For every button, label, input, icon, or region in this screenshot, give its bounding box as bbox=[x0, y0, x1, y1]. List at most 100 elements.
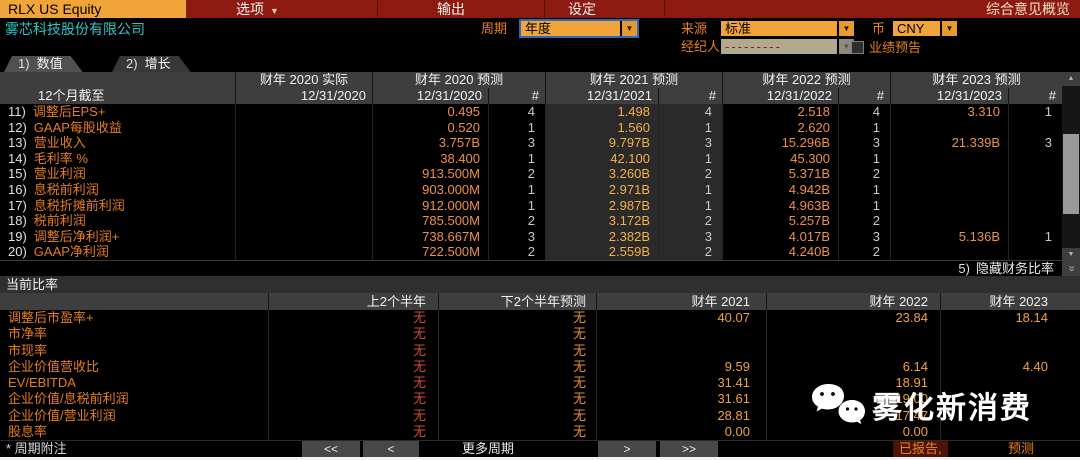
cell-fy2022-est: 4.942B bbox=[722, 181, 838, 198]
cell-fy2021-count: 3 bbox=[658, 228, 722, 245]
more-periods-button[interactable]: 更多周期 bbox=[462, 441, 515, 456]
cell-fy2021 bbox=[596, 326, 766, 343]
current-ratios-title: 当前比率 bbox=[0, 276, 1080, 293]
table-row: 18) 税前利润 785.500M 2 3.172B 2 5.257B 2 bbox=[0, 213, 1062, 229]
prev-page-button[interactable]: < bbox=[363, 441, 419, 457]
last-page-button[interactable]: >> bbox=[660, 441, 718, 457]
cell-fy2020-count: 4 bbox=[488, 104, 545, 120]
cell-fy2022 bbox=[766, 326, 940, 343]
row-metric-name: GAAP净利润 bbox=[33, 244, 109, 260]
menu-composite-overview[interactable]: 综合意见概览 bbox=[986, 1, 1070, 17]
watermark-text: 雾化新消费 bbox=[872, 392, 1032, 425]
next-page-button[interactable]: > bbox=[598, 441, 656, 457]
estimates-table: 11) 调整后EPS+ 0.495 4 1.498 4 2.518 4 3.310… bbox=[0, 104, 1062, 260]
table-row: 15) 营业利润 913.500M 2 3.260B 2 5.371B 2 bbox=[0, 166, 1062, 182]
cell-fy2021-est: 1.498 bbox=[545, 104, 658, 120]
cell-next-halves: 无 bbox=[438, 310, 596, 327]
wechat-icon bbox=[812, 384, 865, 425]
cell-fy2023-count: 1 bbox=[1008, 104, 1062, 120]
cell-fy2021-est: 1.560 bbox=[545, 119, 658, 136]
hidden-ratios-label: 隐藏财务比率 bbox=[975, 261, 1054, 276]
cell-fy2023 bbox=[940, 391, 1080, 408]
row-metric-name: 营业收入 bbox=[33, 135, 86, 151]
cell-fy2022: 0.00 bbox=[766, 423, 940, 440]
row-metric-name: 息税前利润 bbox=[33, 181, 99, 197]
row-number: 11) bbox=[8, 104, 26, 119]
header-cell-blank bbox=[0, 72, 235, 88]
cell-prev-halves: 无 bbox=[268, 326, 438, 343]
broker-dropdown[interactable]: --------- ▼ bbox=[721, 39, 854, 54]
ratio-name: 市净率 bbox=[8, 326, 48, 342]
earnings-flag-checkbox[interactable] bbox=[851, 41, 864, 54]
chevron-down-icon[interactable]: ▼ bbox=[839, 39, 854, 54]
row-label: 11) 调整后EPS+ bbox=[0, 104, 235, 120]
cell-fy2021-est: 2.987B bbox=[545, 197, 658, 214]
cell-next-halves: 无 bbox=[438, 342, 596, 359]
row-number: 20) bbox=[8, 244, 27, 260]
hidden-ratios-button[interactable]: 5) 隐藏财务比率 bbox=[958, 261, 1054, 277]
ratios-header: 上2个半年 下2个半年预测 财年 2021 财年 2022 财年 2023 bbox=[0, 293, 1080, 310]
period-dropdown[interactable]: 年度 ▼ bbox=[519, 19, 639, 38]
table-row: 19) 调整后净利润+ 738.667M 3 2.382B 3 4.017B 3 … bbox=[0, 228, 1062, 245]
first-page-button[interactable]: << bbox=[302, 441, 360, 457]
cell-fy2021-est: 2.382B bbox=[545, 228, 658, 245]
menu-settings[interactable]: 设定 bbox=[568, 1, 596, 17]
cell-fy2022-count: 2 bbox=[838, 244, 890, 260]
header-cell-blank bbox=[0, 293, 268, 310]
chevron-down-icon[interactable]: ▼ bbox=[622, 21, 637, 36]
cell-fy2021-count: 4 bbox=[658, 104, 722, 120]
cell-fy2020-est: 903.000M bbox=[372, 181, 488, 198]
cell-fy2020-count: 3 bbox=[488, 135, 545, 151]
menu-output[interactable]: 输出 bbox=[437, 1, 465, 17]
cell-fy2021-count: 1 bbox=[658, 197, 722, 214]
tab-number: 1) bbox=[18, 56, 30, 71]
table-row: 市现率 无 无 bbox=[0, 342, 1080, 359]
table-scrollbar[interactable]: ▲ ▼ bbox=[1062, 72, 1080, 262]
chevron-down-icon[interactable]: ▼ bbox=[942, 21, 957, 36]
cell-fy2022-est: 4.963B bbox=[722, 197, 838, 214]
cell-fy2020-est: 0.520 bbox=[372, 119, 488, 136]
tab-growth[interactable]: 2) 增长 bbox=[112, 56, 191, 72]
table-row: 企业价值/息税前利润 无 无 31.61 19.00 bbox=[0, 391, 1080, 408]
source-dropdown[interactable]: 标准 ▼ bbox=[721, 21, 854, 36]
cell-next-halves: 无 bbox=[438, 423, 596, 440]
date-fy2022-est: 12/31/2022 bbox=[722, 88, 838, 104]
menu-options[interactable]: 选项 ▼ bbox=[236, 1, 279, 17]
cell-fy2020-est: 912.000M bbox=[372, 197, 488, 214]
cell-fy2023-count bbox=[1008, 150, 1062, 167]
ratio-name: 企业价值/营业利润 bbox=[8, 407, 116, 423]
cell-fy2022-count: 2 bbox=[838, 213, 890, 229]
menu-divider bbox=[544, 1, 545, 17]
cell-fy2023-est bbox=[890, 119, 1008, 136]
security-ticker-field[interactable]: RLX US Equity bbox=[0, 0, 186, 18]
row-label: 16) 息税前利润 bbox=[0, 182, 235, 198]
ratio-name: EV/EBITDA bbox=[8, 375, 76, 390]
chevron-down-icon[interactable]: ▼ bbox=[839, 21, 854, 36]
cell-actual bbox=[235, 213, 372, 229]
cell-prev-halves: 无 bbox=[268, 375, 438, 392]
cell-fy2020-est: 3.757B bbox=[372, 135, 488, 151]
hash-column-header: # bbox=[838, 88, 890, 104]
cell-fy2021: 0.00 bbox=[596, 423, 766, 440]
cell-fy2021-count: 1 bbox=[658, 150, 722, 167]
currency-dropdown[interactable]: CNY ▼ bbox=[893, 21, 957, 36]
scroll-up-arrow-icon[interactable]: ▲ bbox=[1062, 72, 1080, 86]
cell-fy2023-count bbox=[1008, 244, 1062, 260]
cell-fy2022: 17.47 bbox=[766, 407, 940, 424]
header-fy2022-estimate: 财年 2022 预测 bbox=[722, 72, 890, 88]
cell-fy2020-est: 785.500M bbox=[372, 213, 488, 229]
collapse-chevrons-icon[interactable]: » bbox=[1062, 261, 1080, 276]
cell-fy2021: 9.59 bbox=[596, 358, 766, 375]
cell-prev-halves: 无 bbox=[268, 310, 438, 327]
cell-fy2021-est: 2.971B bbox=[545, 181, 658, 198]
scroll-down-arrow-icon[interactable]: ▼ bbox=[1062, 248, 1080, 262]
row-label: 18) 税前利润 bbox=[0, 213, 235, 229]
header-fy2023: 财年 2023 bbox=[940, 293, 1080, 310]
scrollbar-thumb[interactable] bbox=[1063, 134, 1079, 214]
legend-forecast: 预测 bbox=[1008, 441, 1035, 456]
cell-fy2020-est: 0.495 bbox=[372, 104, 488, 120]
row-metric-name: 税前利润 bbox=[33, 213, 86, 229]
cell-fy2022: 19.00 bbox=[766, 391, 940, 408]
tab-values[interactable]: 1) 数值 bbox=[4, 56, 83, 72]
row-number: 12) bbox=[8, 119, 27, 135]
